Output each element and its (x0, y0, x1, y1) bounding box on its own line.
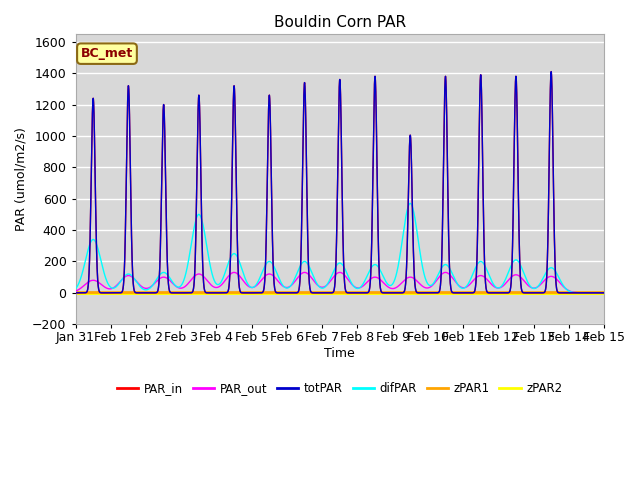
Title: Bouldin Corn PAR: Bouldin Corn PAR (274, 15, 406, 30)
Text: BC_met: BC_met (81, 47, 133, 60)
Legend: PAR_in, PAR_out, totPAR, difPAR, zPAR1, zPAR2: PAR_in, PAR_out, totPAR, difPAR, zPAR1, … (112, 377, 567, 399)
Y-axis label: PAR (umol/m2/s): PAR (umol/m2/s) (15, 127, 28, 231)
X-axis label: Time: Time (324, 347, 355, 360)
